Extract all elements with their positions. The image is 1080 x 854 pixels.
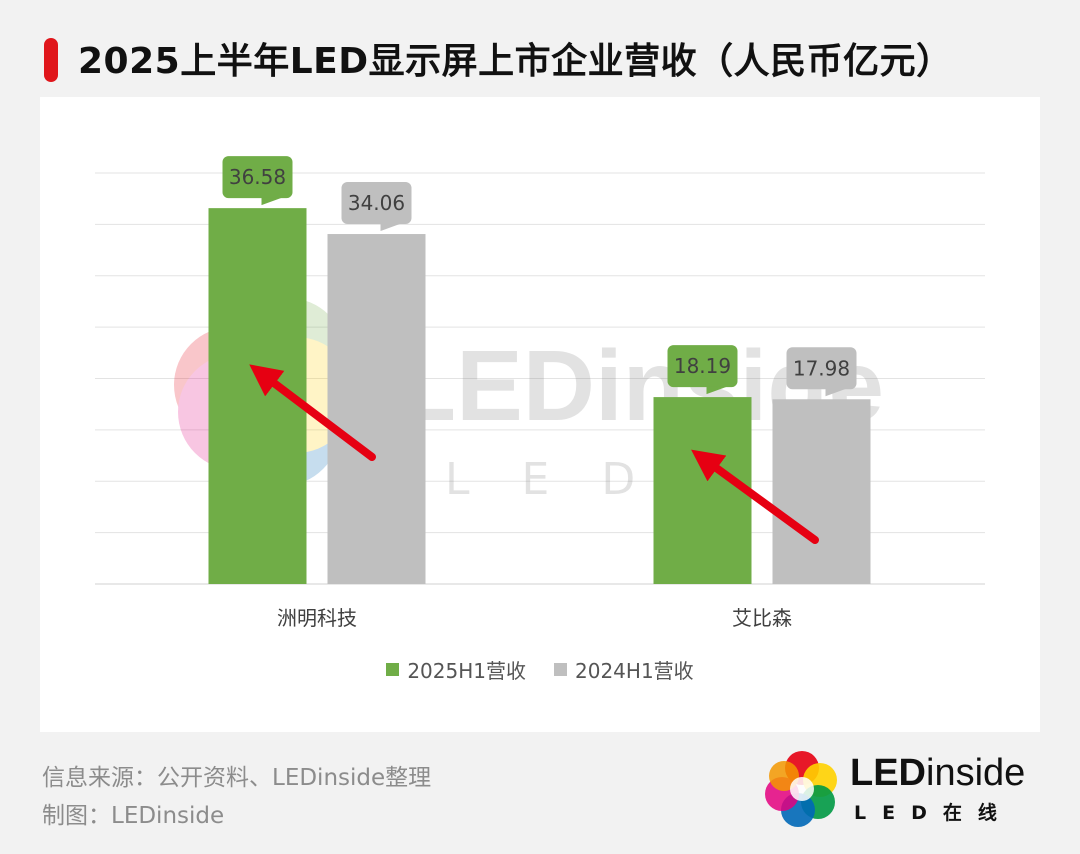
data-label-bubble [667, 345, 738, 388]
legend: 2025H1营收 2024H1营收 [0, 655, 1080, 684]
data-label-text: 18.19 [674, 354, 731, 378]
data-label-bubble [222, 156, 293, 199]
data-label-text: 36.58 [229, 165, 286, 189]
data-label: 17.98 [786, 347, 857, 397]
legend-item-2024: 2024H1营收 [554, 655, 694, 684]
legend-swatch-2024 [554, 663, 567, 676]
logo-flower-icon [765, 751, 837, 827]
logo-subtitle: LED在线 [854, 802, 1013, 824]
category-label: 艾比森 [732, 606, 792, 630]
bar [772, 399, 871, 584]
data-label-bubble [341, 182, 412, 225]
legend-label-2025: 2025H1营收 [407, 659, 526, 683]
page-title: 2025上半年LED显示屏上市企业营收（人民币亿元） [78, 41, 953, 82]
red-arrow [249, 364, 376, 461]
bar [327, 234, 426, 584]
legend-label-2024: 2024H1营收 [575, 659, 694, 683]
data-label-pointer [706, 386, 729, 395]
source-note: 信息来源：公开资料、LEDinside整理 [42, 765, 432, 791]
credit-note: 制图：LEDinside [42, 803, 225, 829]
red-arrow [691, 449, 819, 544]
data-label-pointer [380, 223, 403, 232]
bar [653, 397, 752, 584]
data-label: 36.58 [222, 156, 293, 206]
logo-wordmark: LEDinside [850, 752, 1026, 794]
legend-swatch-2025 [386, 663, 400, 676]
data-label-pointer [825, 388, 848, 397]
category-label: 洲明科技 [277, 606, 357, 630]
title-accent-bar [44, 38, 58, 82]
chart-card [40, 97, 1040, 732]
data-label-text: 17.98 [793, 356, 850, 380]
data-label-bubble [786, 347, 857, 390]
ledinside-logo: LEDinside LED在线 [762, 748, 1052, 828]
data-label: 34.06 [341, 182, 412, 232]
data-label-pointer [261, 197, 284, 206]
data-label-text: 34.06 [348, 191, 405, 215]
data-label: 18.19 [667, 345, 738, 395]
watermark-subtext: LED在线 [445, 454, 879, 505]
bar-chart: LEDinsideLED在线36.5818.1934.0617.98洲明科技艾比… [95, 156, 985, 630]
legend-item-2025: 2025H1营收 [386, 655, 526, 684]
